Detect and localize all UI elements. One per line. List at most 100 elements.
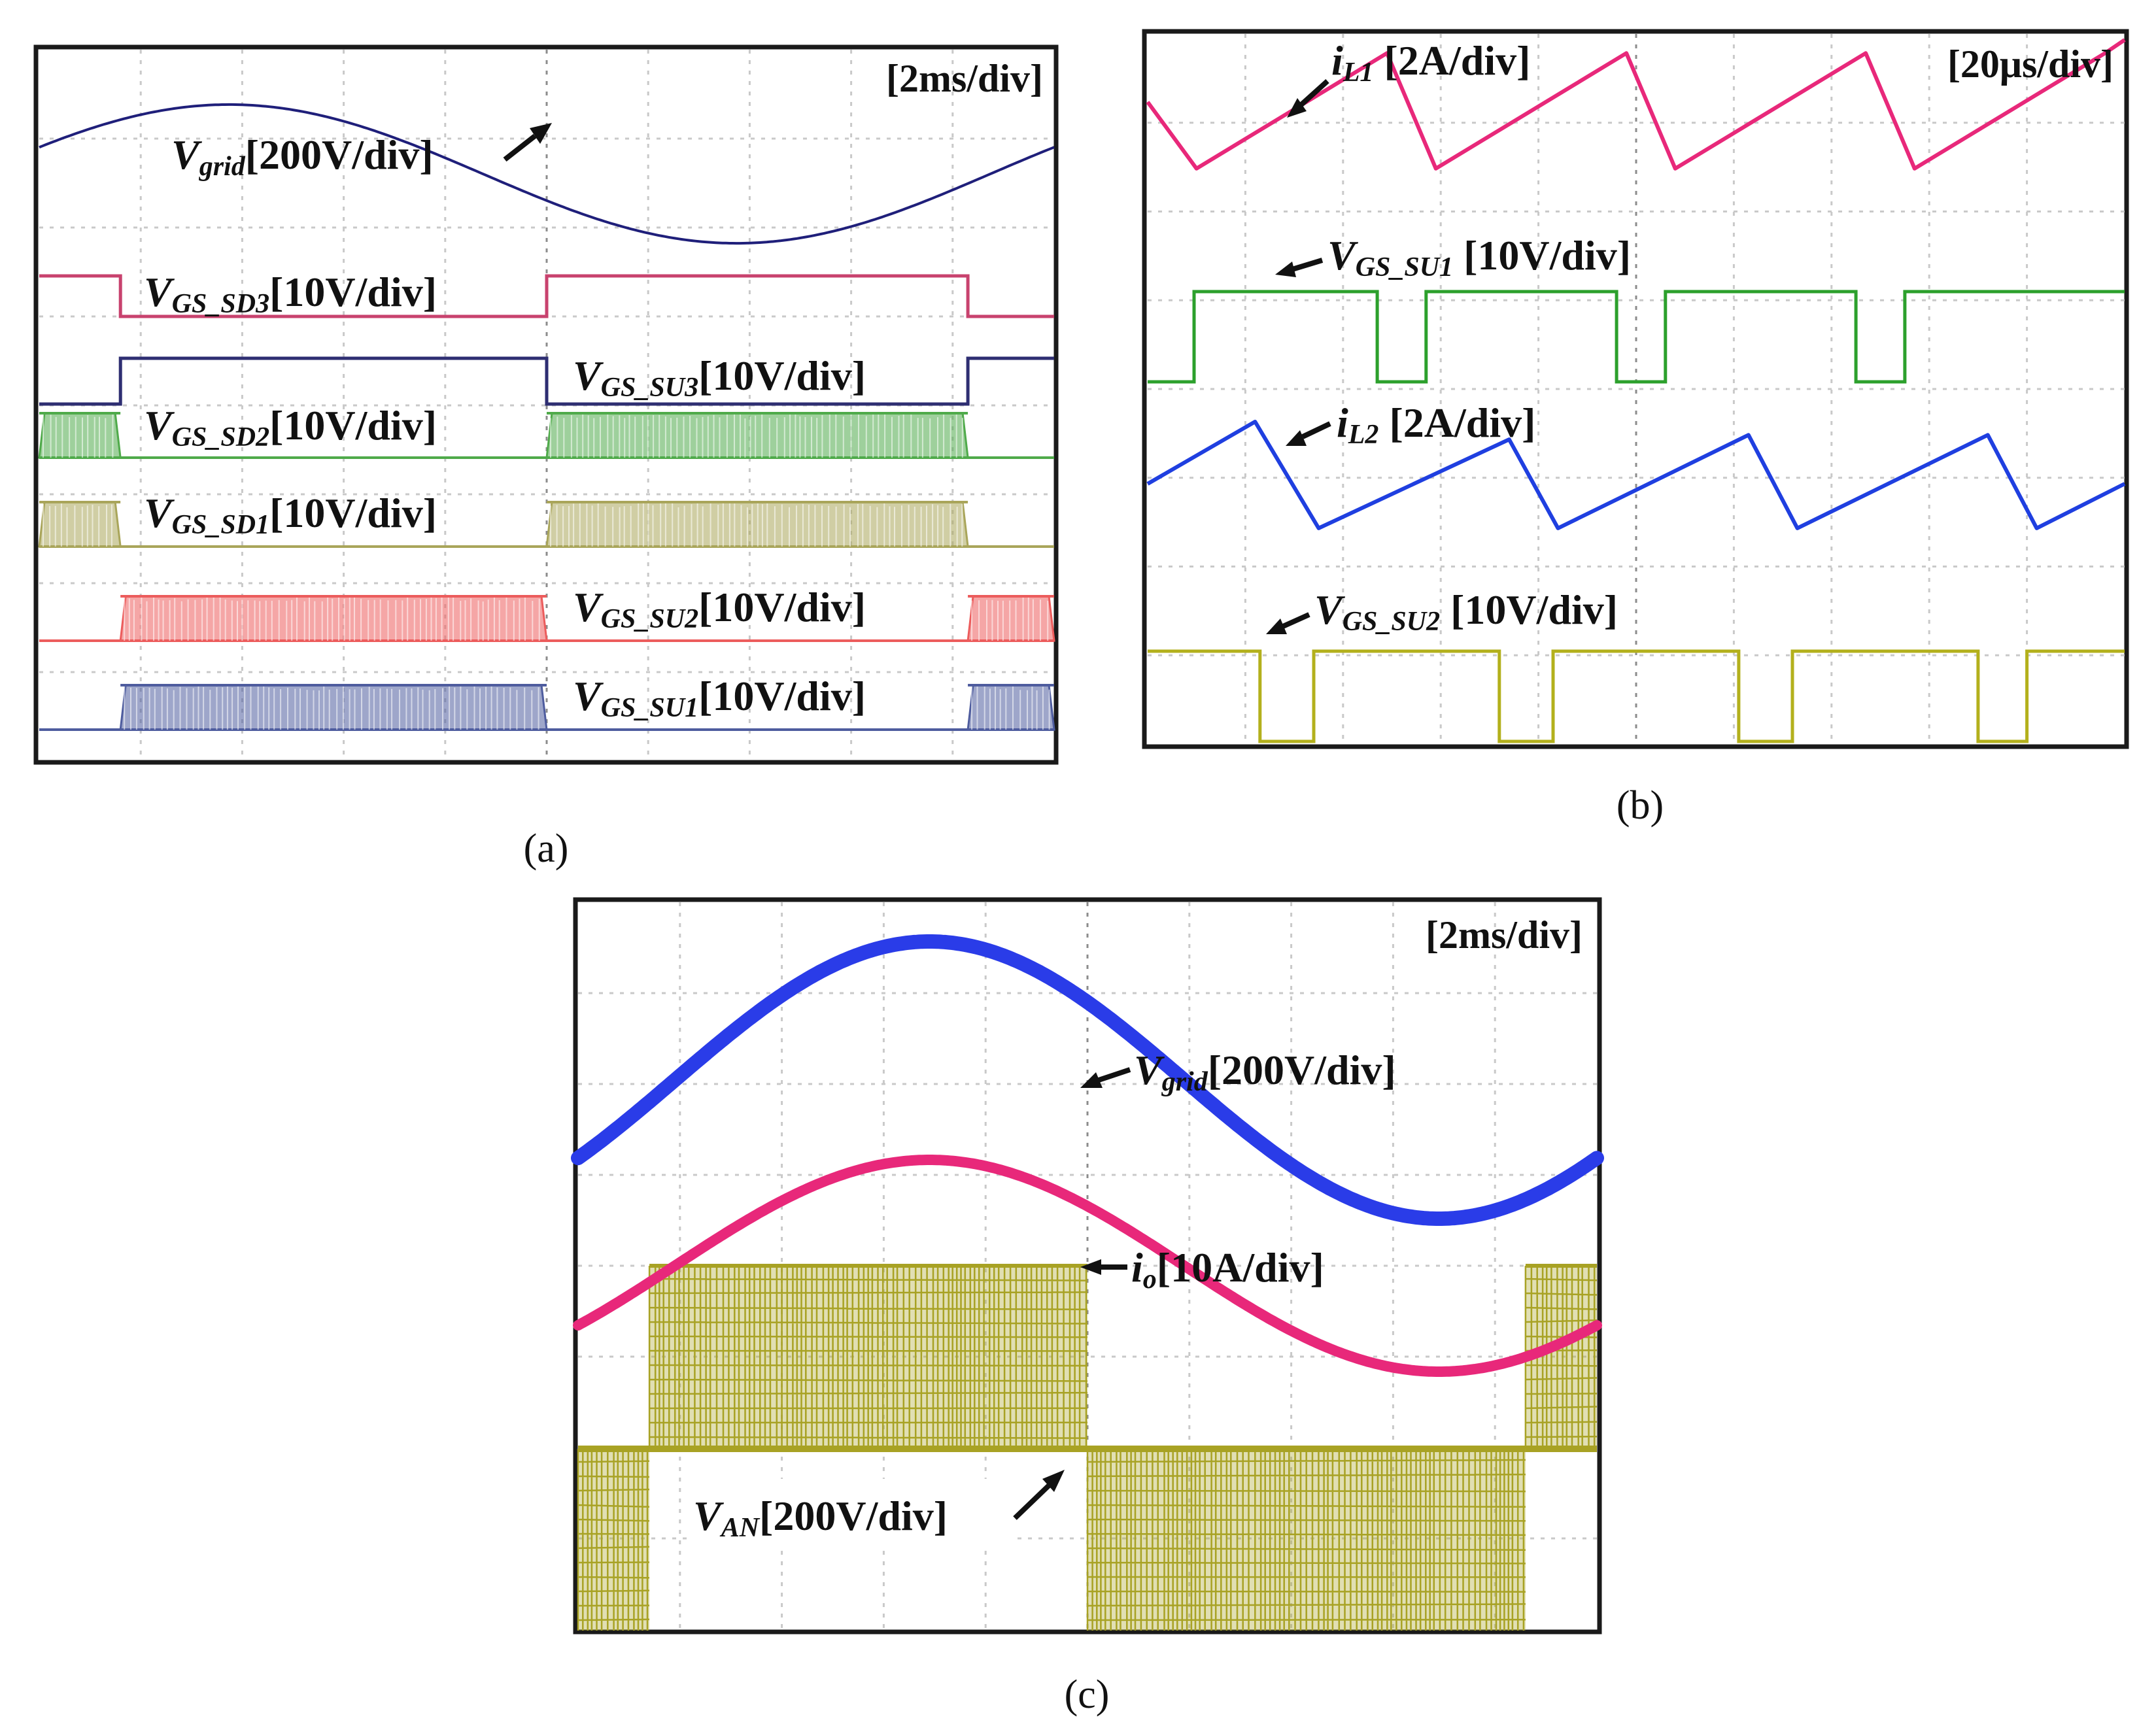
svg-text:VGS_SU1[10V/div]: VGS_SU1[10V/div] (573, 673, 866, 723)
label-arrow-head (1080, 1259, 1101, 1275)
label-scale: [10V/div] (269, 269, 437, 315)
label-scale: [200V/div] (1208, 1047, 1396, 1093)
label-arrow-head (1080, 1072, 1103, 1088)
label-symbol: V (144, 269, 175, 315)
label-su3-a: VGS_SU3[10V/div] (573, 352, 866, 403)
label-il2-b: iL2 [2A/div] (1286, 399, 1535, 450)
label-su1-b: VGS_SU1 [10V/div] (1275, 232, 1631, 282)
label-arrow-head (1287, 98, 1307, 118)
trace-van-lower-0 (577, 1446, 650, 1631)
label-symbol: V (573, 352, 604, 399)
svg-text:VGS_SU2 [10V/div]: VGS_SU2 [10V/div] (1314, 586, 1618, 637)
label-symbol: V (1134, 1047, 1165, 1093)
trace-van-lower-1 (1086, 1446, 1526, 1631)
label-subscript: AN (719, 1513, 761, 1543)
panel-c-letter: (c) (1065, 1672, 1110, 1717)
trace-vgs-su1-burst-1-envelope (967, 684, 1055, 731)
label-arrow-shaft (503, 133, 537, 162)
label-scale: [10V/div] (698, 673, 866, 719)
label-scale: [10V/div] (269, 402, 437, 449)
svg-text:Vgrid[200V/div]: Vgrid[200V/div] (171, 131, 434, 182)
label-subscript: GS_SD3 (172, 289, 269, 319)
trace-vgs-su1-b (1148, 290, 2125, 384)
label-van-backdrop (687, 1479, 1014, 1544)
label-symbol: V (171, 131, 203, 178)
panel-a-traces (38, 103, 1055, 731)
trace-vgs-su2-burst-0 (119, 595, 548, 642)
svg-text:VGS_SD1[10V/div]: VGS_SD1[10V/div] (144, 490, 437, 540)
label-arrow-head (1286, 430, 1307, 446)
label-il1-b: iL1 [2A/div] (1287, 37, 1530, 118)
svg-text:iL1 [2A/div]: iL1 [2A/div] (1331, 37, 1530, 88)
svg-text:VGS_SU2[10V/div]: VGS_SU2[10V/div] (573, 584, 866, 634)
van-lower-pulses (577, 1449, 650, 1631)
trace-vgs-sd1-burst-0-envelope (38, 501, 122, 548)
svg-text:VGS_SU1 [10V/div]: VGS_SU1 [10V/div] (1327, 232, 1631, 282)
label-scale: [200V/div] (759, 1493, 948, 1539)
label-subscript: GS_SU2 (601, 604, 698, 634)
svg-text:Vgrid[200V/div]: Vgrid[200V/div] (1134, 1047, 1396, 1097)
label-scale: [10V/div] (698, 352, 866, 399)
label-subscript: GS_SU2 (1343, 607, 1440, 637)
panel-c-traces (571, 934, 1604, 1631)
label-subscript: L2 (1348, 420, 1379, 450)
panel-b-grid (1148, 34, 2125, 744)
label-arrow-head (1042, 1470, 1065, 1492)
label-vgrid-a: Vgrid[200V/div] (171, 123, 552, 182)
trace-vgs-sd2-burst-1-envelope (545, 412, 969, 459)
trace-vgs-su3 (39, 356, 1054, 406)
label-symbol: V (573, 673, 604, 719)
panel-c-time-scale: [2ms/div] (1426, 913, 1583, 957)
trace-vgs-sd1-burst-1-pulses (550, 502, 963, 547)
label-scale: [10V/div] (269, 490, 437, 536)
trace-van-upper-0 (648, 1264, 1088, 1452)
label-vgrid-c: Vgrid[200V/div] (1080, 1047, 1396, 1097)
label-scale: [2A/div] (1378, 399, 1535, 446)
label-scale: [10A/div] (1157, 1244, 1324, 1291)
label-arrow-shaft (1013, 1483, 1051, 1520)
svg-text:io[10A/div]: io[10A/div] (1131, 1244, 1324, 1295)
label-subscript: GS_SD1 (172, 510, 269, 540)
label-su2-b: VGS_SU2 [10V/div] (1266, 586, 1618, 637)
panel-b-traces (1146, 38, 2126, 743)
panel-c: [2ms/div] Vgrid[200V/div] io[10A/div] VA… (571, 897, 1604, 1717)
label-scale: [10V/div] (1453, 232, 1631, 279)
trace-vgs-su1-burst-1-pulses (971, 685, 1050, 730)
van-upper-pulses (648, 1266, 1088, 1449)
trace-vgs-su2-burst-1-pulses (971, 596, 1049, 641)
trace-il2 (1146, 420, 2126, 530)
label-sd2-a: VGS_SD2[10V/div] (144, 402, 437, 452)
svg-text:VAN[200V/div]: VAN[200V/div] (693, 1493, 948, 1543)
label-sd1-a: VGS_SD1[10V/div] (144, 490, 437, 540)
label-arrow-shaft (1299, 79, 1329, 107)
trace-vgrid-c (571, 934, 1604, 1226)
trace-vgs-sd2-burst-0 (38, 412, 122, 459)
label-su1-a: VGS_SU1[10V/div] (573, 673, 866, 723)
trace-vgs-su1-burst-1 (967, 684, 1055, 731)
trace-vgs-su1-burst-0-envelope (119, 684, 548, 731)
label-symbol: V (573, 584, 604, 630)
trace-vgs-su1-burst-0 (119, 684, 548, 731)
panel-a-time-scale: [2ms/div] (886, 57, 1043, 100)
trace-vgs-sd2-burst-0-pulses (43, 413, 114, 458)
van-lower-pulses (1086, 1449, 1526, 1631)
label-symbol: V (1314, 586, 1346, 633)
label-arrow-head (1275, 262, 1296, 277)
panel-a-letter: (a) (524, 826, 569, 871)
label-arrow-head (530, 123, 552, 144)
label-symbol: i (1131, 1244, 1143, 1291)
panel-b-time-scale: [20μs/div] (1947, 42, 2113, 86)
label-arrow-head (1266, 618, 1287, 634)
label-subscript: GS_SU1 (1356, 252, 1453, 282)
trace-vgs-sd2-burst-1 (545, 412, 969, 459)
trace-vgs-su2-burst-0-pulses (124, 596, 540, 641)
trace-vgs-su2-burst-1-envelope (967, 595, 1055, 642)
trace-vgrid-a (39, 103, 1055, 245)
label-van-c: VAN[200V/div] (687, 1470, 1065, 1544)
label-symbol: V (144, 490, 175, 536)
trace-vgs-su2-b (1148, 649, 2125, 743)
label-symbol: V (693, 1493, 725, 1539)
label-sd3-a: VGS_SD3[10V/div] (144, 269, 437, 319)
label-subscript: grid (199, 152, 246, 182)
label-io-c: io[10A/div] (1080, 1244, 1324, 1295)
